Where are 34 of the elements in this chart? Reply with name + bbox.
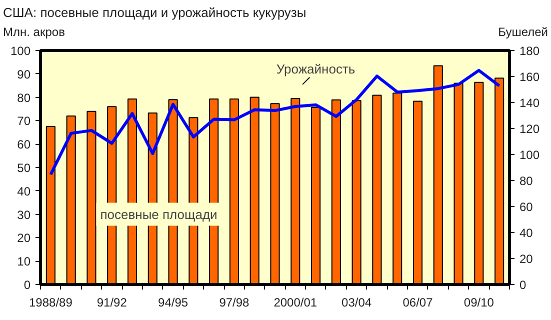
y2-tick-label: 100 xyxy=(520,148,540,162)
y-tick-label: 60 xyxy=(17,138,31,152)
y-tick-label: 50 xyxy=(17,161,31,175)
y-tick-label: 20 xyxy=(17,231,31,246)
y-tick-label: 0 xyxy=(24,278,31,292)
y2-tick-label: 20 xyxy=(520,252,534,266)
y-tick-label: 30 xyxy=(17,208,31,222)
y2-tick-label: 180 xyxy=(520,44,540,58)
y2-tick-label: 140 xyxy=(520,96,540,110)
x-tick-label: 03/04 xyxy=(342,296,372,310)
chart-title: США: посевные площади и урожайность кукурузы xyxy=(3,4,306,22)
y2-tick-label: 80 xyxy=(520,174,534,188)
series-label: посевные площади xyxy=(100,206,218,222)
y2-tick-label: 120 xyxy=(520,122,540,136)
y-tick-label: 70 xyxy=(17,114,31,128)
x-tick-label: 94/95 xyxy=(158,296,188,310)
x-tick-label: 06/07 xyxy=(402,296,434,310)
y2-tick-label: 0 xyxy=(520,278,526,292)
x-tick-label: 09/10 xyxy=(464,296,494,310)
y-axis-title: Млн. акров xyxy=(3,24,65,41)
y2-axis-title: Бушелей xyxy=(498,24,548,41)
y2-tick-label: 60 xyxy=(520,200,534,214)
x-tick-label: 97/98 xyxy=(219,296,250,310)
x-tick-label: 91/92 xyxy=(96,296,128,310)
x-tick-label: 1988/89 xyxy=(29,296,73,310)
y2-tick-label: 40 xyxy=(520,226,534,240)
y-tick-label: 10 xyxy=(17,254,31,269)
y-tick-label: 80 xyxy=(17,90,31,105)
y2-tick-label: 160 xyxy=(520,70,540,84)
y-tick-label: 40 xyxy=(17,184,31,198)
y-tick-label: 90 xyxy=(17,67,31,82)
x-tick-label: 2000/01 xyxy=(274,296,318,310)
series-label: Урожайность xyxy=(276,62,356,77)
y-tick-label: 100 xyxy=(10,44,31,58)
